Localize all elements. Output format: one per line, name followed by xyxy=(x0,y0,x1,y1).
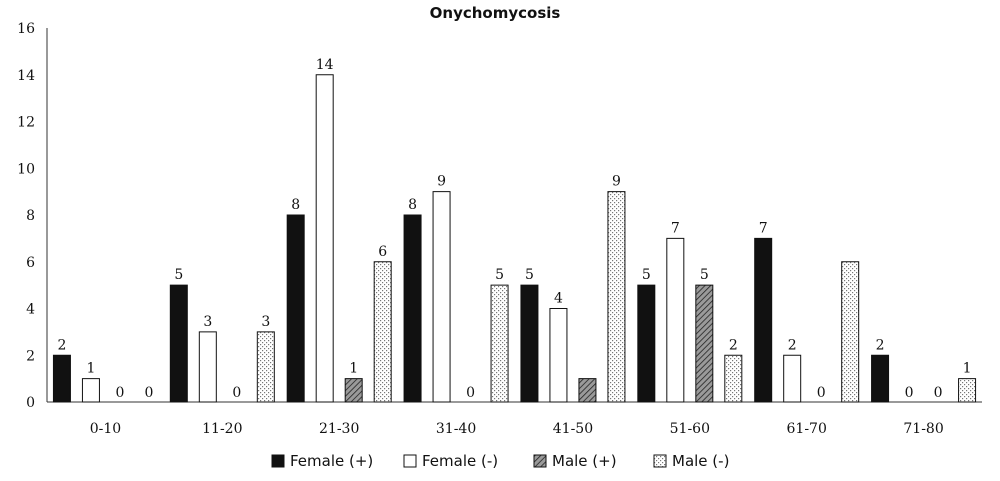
bar-male-negative xyxy=(841,261,860,403)
data-label-male-negative: 3 xyxy=(261,314,270,330)
y-tick-label: 0 xyxy=(26,395,35,411)
bar-female-negative xyxy=(81,378,100,403)
legend-swatch-female-negative xyxy=(403,454,417,468)
legend: Female (+) Female (-) Male (+) Male (-) xyxy=(271,452,729,470)
data-label-female-positive: 5 xyxy=(642,267,651,283)
chart-title: Onychomycosis xyxy=(430,4,561,22)
bar-male-negative xyxy=(958,378,977,403)
legend-swatch-male-positive xyxy=(533,454,547,468)
legend-swatch-male-negative xyxy=(653,454,667,468)
data-label-female-positive: 8 xyxy=(291,197,300,213)
bar-male-positive xyxy=(695,284,714,403)
x-tick-label: 71-80 xyxy=(903,421,943,437)
data-label-female-positive: 7 xyxy=(759,220,768,236)
data-label-female-negative: 7 xyxy=(671,220,680,236)
data-label-male-positive: 0 xyxy=(466,385,475,401)
x-tick-label: 11-20 xyxy=(202,421,242,437)
bar-female-positive xyxy=(520,284,539,403)
bar-female-positive xyxy=(52,354,71,403)
bar-male-positive xyxy=(578,378,597,403)
data-label-female-negative: 4 xyxy=(554,291,563,307)
x-tick-labels: 0-10 11-20 21-30 31-40 41-50 51-60 61-70 71-80 xyxy=(90,421,944,437)
y-tick-label: 2 xyxy=(26,348,35,364)
bar-female-negative xyxy=(549,308,568,403)
data-label-male-positive: 0 xyxy=(817,385,826,401)
data-label-female-negative: 14 xyxy=(316,57,334,73)
data-label-male-negative: 9 xyxy=(612,174,621,190)
data-label-male-negative: 6 xyxy=(378,244,387,260)
bar-male-negative xyxy=(490,284,509,403)
data-label-female-positive: 2 xyxy=(876,337,885,353)
data-label-male-negative: 1 xyxy=(963,361,972,377)
bar-male-negative xyxy=(607,191,626,403)
x-tick-label: 41-50 xyxy=(553,421,593,437)
data-label-male-positive: 1 xyxy=(349,361,358,377)
y-tick-label: 6 xyxy=(26,255,35,271)
data-label-female-negative: 0 xyxy=(905,385,914,401)
data-label-female-negative: 9 xyxy=(437,174,446,190)
bar-female-positive xyxy=(871,354,890,403)
legend-label-female-positive: Female (+) xyxy=(290,452,373,470)
data-label-female-positive: 5 xyxy=(174,267,183,283)
y-tick-labels: 0 2 4 6 8 10 12 14 16 xyxy=(17,21,35,411)
bar-female-negative xyxy=(432,191,451,403)
bar-female-positive xyxy=(169,284,188,403)
y-tick-label: 4 xyxy=(26,302,35,318)
y-tick-label: 8 xyxy=(26,208,35,224)
y-tick-label: 12 xyxy=(17,115,35,131)
data-label-male-negative: 2 xyxy=(729,337,738,353)
data-label-female-negative: 1 xyxy=(86,361,95,377)
legend-label-female-negative: Female (-) xyxy=(422,452,498,470)
data-label-male-positive: 5 xyxy=(700,267,709,283)
y-tick-label: 10 xyxy=(17,161,35,177)
bar-female-negative xyxy=(315,74,334,403)
y-tick-label: 14 xyxy=(17,68,35,84)
bar-male-negative xyxy=(724,354,743,403)
bar-male-negative xyxy=(373,261,392,403)
bar-female-negative xyxy=(783,354,802,403)
data-label-female-negative: 2 xyxy=(788,337,797,353)
data-label-female-negative: 3 xyxy=(203,314,212,330)
x-tick-label: 31-40 xyxy=(436,421,476,437)
data-label-male-negative: 5 xyxy=(495,267,504,283)
data-label-female-positive: 8 xyxy=(408,197,417,213)
bar-female-negative xyxy=(666,237,685,403)
legend-swatch-female-positive xyxy=(271,454,285,468)
legend-label-male-positive: Male (+) xyxy=(552,452,617,470)
bar-female-positive xyxy=(754,237,773,403)
data-label-male-positive: 0 xyxy=(115,385,124,401)
bar-female-positive xyxy=(286,214,305,403)
legend-label-male-negative: Male (-) xyxy=(672,452,729,470)
data-label-female-positive: 5 xyxy=(525,267,534,283)
bars xyxy=(52,74,977,403)
x-tick-label: 61-70 xyxy=(787,421,827,437)
x-tick-label: 21-30 xyxy=(319,421,359,437)
data-label-male-positive: 0 xyxy=(934,385,943,401)
bar-female-positive xyxy=(637,284,656,403)
bar-female-negative xyxy=(198,331,217,403)
bar-female-positive xyxy=(403,214,422,403)
data-label-male-negative: 0 xyxy=(144,385,153,401)
x-tick-label: 51-60 xyxy=(670,421,710,437)
y-tick-label: 16 xyxy=(17,21,35,37)
bar-male-positive xyxy=(344,378,363,403)
x-tick-label: 0-10 xyxy=(90,421,121,437)
data-label-male-positive: 0 xyxy=(232,385,241,401)
data-label-female-positive: 2 xyxy=(57,337,66,353)
bar-male-negative xyxy=(256,331,275,403)
